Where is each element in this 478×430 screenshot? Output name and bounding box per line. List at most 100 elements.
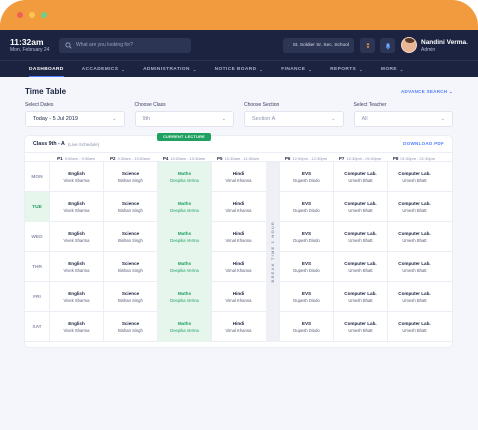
- search-input[interactable]: What are you looking for?: [59, 37, 191, 53]
- subject-name: Science: [121, 231, 140, 236]
- lecture-cell[interactable]: EVS Dupesh Dindo: [279, 312, 333, 342]
- lecture-cell[interactable]: Hindi Vimal Khanna: [211, 222, 265, 252]
- school-selector[interactable]: St. Soldier Sr. Sec. School: [283, 38, 354, 53]
- lecture-cell[interactable]: Computer Lab. Umesh Bhatt: [387, 282, 441, 312]
- lecture-cell[interactable]: Computer Lab. Umesh Bhatt: [387, 222, 441, 252]
- teacher-name: Umesh Bhatt: [348, 238, 373, 243]
- lecture-cell[interactable]: Hindi Vimal Khanna: [211, 162, 265, 192]
- lecture-cell[interactable]: Hindi Vimal Khanna: [211, 282, 265, 312]
- lecture-cell[interactable]: English Vivek Sharma: [49, 252, 103, 282]
- lecture-cell[interactable]: Computer Lab. Umesh Bhatt: [387, 252, 441, 282]
- date-select[interactable]: Today - 5 Jul 2019 ⌄: [25, 111, 125, 127]
- teacher-select[interactable]: All ⌄: [353, 111, 453, 127]
- period-time: 12:00pm - 12:30pm: [292, 155, 328, 161]
- lecture-cell[interactable]: Science Bishan Singh: [103, 162, 157, 192]
- teacher-name: Deepika Verma: [170, 328, 199, 333]
- lecture-cell[interactable]: Maths Deepika Verma: [157, 192, 211, 222]
- lecture-cell[interactable]: Maths Deepika Verma: [157, 312, 211, 342]
- lecture-cell[interactable]: Science Bishan Singh: [103, 312, 157, 342]
- card-header: Class 9th - A (Live Schedule) DOWNLOAD P…: [25, 133, 452, 152]
- teacher-name: Vivek Sharma: [63, 298, 90, 303]
- nav-item-finance[interactable]: FINANCE ⌄: [272, 61, 321, 77]
- rocket-button[interactable]: [360, 38, 375, 53]
- lecture-cell[interactable]: EVS Dupesh Dindo: [279, 162, 333, 192]
- teacher-name: Dupesh Dindo: [293, 178, 320, 183]
- lecture-cell[interactable]: Hindi Vimal Khanna: [211, 252, 265, 282]
- avatar[interactable]: [401, 37, 417, 53]
- school-icon: [288, 45, 289, 46]
- subject-name: EVS: [301, 291, 312, 296]
- notification-button[interactable]: [380, 38, 395, 53]
- main-nav: DASHBOARD ACCADEMICS ⌄ ADMINISTRATION ⌄ NOTIC…: [0, 60, 478, 77]
- subject-name: EVS: [301, 171, 312, 176]
- close-window-dot[interactable]: [17, 12, 23, 18]
- subject-name: Computer Lab.: [398, 261, 431, 266]
- nav-item-administration[interactable]: ADMINISTRATION ⌄: [134, 61, 206, 77]
- lecture-cell[interactable]: Science Bishan Singh: [103, 222, 157, 252]
- maximize-window-dot[interactable]: [41, 12, 47, 18]
- lecture-cell[interactable]: English Vivek Sharma: [49, 282, 103, 312]
- teacher-name: Vimal Khanna: [225, 268, 252, 273]
- lecture-cell[interactable]: English Vivek Sharma: [49, 312, 103, 342]
- lecture-cell[interactable]: Computer Lab. Umesh Bhatt: [333, 252, 387, 282]
- nav-item-more[interactable]: MORE ⌄: [372, 61, 413, 77]
- lecture-cell[interactable]: Computer Lab. Umesh Bhatt: [387, 162, 441, 192]
- lecture-cell[interactable]: EVS Dupesh Dindo: [279, 252, 333, 282]
- lecture-cell[interactable]: Science Bishan Singh: [103, 252, 157, 282]
- nav-item-accademics[interactable]: ACCADEMICS ⌄: [73, 61, 134, 77]
- select-value: 9th: [142, 116, 151, 122]
- subject-name: English: [68, 231, 85, 236]
- subject-name: English: [68, 201, 85, 206]
- period-header: P4 10:00am - 10:30am: [157, 153, 211, 163]
- lecture-cell[interactable]: EVS Dupesh Dindo: [279, 222, 333, 252]
- lecture-cell[interactable]: Science Bishan Singh: [103, 192, 157, 222]
- teacher-name: Dupesh Dindo: [293, 268, 320, 273]
- lecture-cell[interactable]: Maths Deepika Verma: [157, 282, 211, 312]
- lecture-cell[interactable]: Computer Lab. Umesh Bhatt: [387, 192, 441, 222]
- lecture-cell[interactable]: Computer Lab. Umesh Bhatt: [333, 162, 387, 192]
- nav-item-label: MORE: [380, 66, 397, 72]
- lecture-cell[interactable]: English Vivek Sharma: [49, 192, 103, 222]
- section-select[interactable]: Section A ⌄: [244, 111, 344, 127]
- search-icon: [65, 41, 72, 49]
- nav-item-reports[interactable]: REPORTS ⌄: [321, 61, 372, 77]
- lecture-cell[interactable]: Maths Deepika Verma: [157, 162, 211, 192]
- lecture-cell[interactable]: EVS Dupesh Dindo: [279, 282, 333, 312]
- subject-name: Computer Lab.: [398, 201, 431, 206]
- lecture-cell[interactable]: Hindi Vimal Khanna: [211, 312, 265, 342]
- period-number: P7: [338, 155, 345, 161]
- lecture-cell[interactable]: Computer Lab. Umesh Bhatt: [333, 282, 387, 312]
- user-info[interactable]: Nandini Verma Admin: [421, 39, 466, 53]
- chevron-down-icon: ⌄: [121, 66, 126, 72]
- subject-name: Hindi: [232, 201, 245, 206]
- lecture-cell[interactable]: Hindi Vimal Khanna: [211, 192, 265, 222]
- day-label: FRI: [33, 294, 41, 300]
- chevron-down-icon[interactable]: ⌄: [465, 40, 470, 46]
- subject-name: Maths: [177, 261, 192, 266]
- advance-search-link[interactable]: ADVANCE SEARCH ⌄: [401, 89, 453, 94]
- lecture-cell[interactable]: English Vivek Sharma: [49, 162, 103, 192]
- period-number: P6: [284, 155, 291, 161]
- nav-item-notice-board[interactable]: NOTICE BOARD ⌄: [206, 61, 273, 77]
- period-header: P1 9:00am - 9:30am: [49, 153, 103, 163]
- lecture-cell[interactable]: Computer Lab. Umesh Bhatt: [333, 222, 387, 252]
- class-select[interactable]: 9th ⌄: [134, 111, 234, 127]
- minimize-window-dot[interactable]: [29, 12, 35, 18]
- lecture-cell[interactable]: Maths Deepika Verma: [157, 222, 211, 252]
- teacher-name: Bishan Singh: [118, 238, 143, 243]
- period-number: P2: [110, 155, 116, 161]
- period-number: P4: [162, 155, 169, 161]
- teacher-name: Umesh Bhatt: [402, 238, 427, 243]
- lecture-cell[interactable]: Computer Lab. Umesh Bhatt: [387, 312, 441, 342]
- school-name: St. Soldier Sr. Sec. School: [292, 43, 349, 48]
- main-content: Time Table ADVANCE SEARCH ⌄ Select Dates…: [0, 77, 478, 347]
- lecture-cell[interactable]: Computer Lab. Umesh Bhatt: [333, 312, 387, 342]
- lecture-cell[interactable]: Maths Deepika Verma: [157, 252, 211, 282]
- download-pdf-link[interactable]: DOWNLOAD PDF: [403, 141, 444, 146]
- lecture-cell[interactable]: Science Bishan Singh: [103, 282, 157, 312]
- lecture-cell[interactable]: English Vivek Sharma: [49, 222, 103, 252]
- nav-item-dashboard[interactable]: DASHBOARD: [20, 61, 73, 77]
- lecture-cell[interactable]: EVS Dupesh Dindo: [279, 192, 333, 222]
- lecture-cell[interactable]: Computer Lab. Umesh Bhatt: [333, 192, 387, 222]
- filter-label: Choose Section: [244, 102, 280, 108]
